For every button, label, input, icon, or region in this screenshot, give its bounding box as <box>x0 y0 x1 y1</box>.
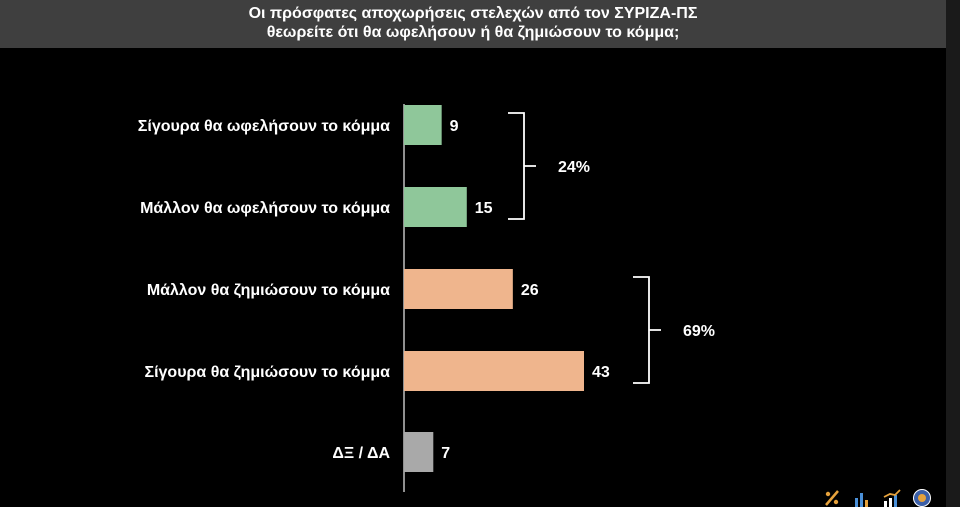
group-bracket-0 <box>508 112 536 220</box>
group-total-label-1: 69% <box>683 323 715 340</box>
bar-4 <box>404 432 434 472</box>
footer-logos <box>822 488 940 507</box>
category-label-0: Σίγουρα θα ωφελήσουν το κόμμα <box>138 118 390 135</box>
data-label-2: 26 <box>521 282 539 299</box>
chart-title-bar: Οι πρόσφατες αποχωρήσεις στελεχών από το… <box>0 0 946 48</box>
bar-3 <box>404 351 584 391</box>
round-badge-logo-icon <box>913 489 931 507</box>
trend-chart-logo-icon <box>883 489 901 507</box>
bar-1 <box>404 187 467 227</box>
bar-2 <box>404 269 513 309</box>
data-label-0: 9 <box>450 118 459 135</box>
data-label-3: 43 <box>592 364 610 381</box>
data-label-4: 7 <box>441 445 450 462</box>
category-label-4: ΔΞ / ΔΑ <box>332 445 390 462</box>
data-label-1: 15 <box>475 200 493 217</box>
category-label-1: Μάλλον θα ωφελήσουν το κόμμα <box>140 200 390 217</box>
bar-0 <box>404 105 442 145</box>
chart-title-line-1: Οι πρόσφατες αποχωρήσεις στελεχών από το… <box>248 5 698 22</box>
category-label-3: Σίγουρα θα ζημιώσουν το κόμμα <box>144 364 390 381</box>
bar-chart-logo-icon <box>855 493 868 507</box>
chart-title-line-2: θεωρείτε ότι θα ωφελήσουν ή θα ζημιώσουν… <box>266 24 680 41</box>
percent-logo-icon <box>825 490 839 506</box>
group-total-label-0: 24% <box>558 159 590 176</box>
right-edge-strip <box>946 0 960 507</box>
category-label-2: Μάλλον θα ζημιώσουν το κόμμα <box>147 282 390 299</box>
group-bracket-1 <box>633 276 661 384</box>
